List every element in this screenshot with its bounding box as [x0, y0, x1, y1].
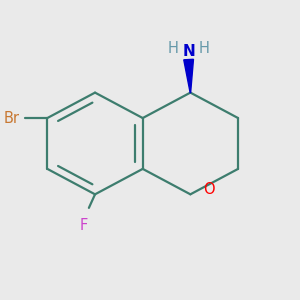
Text: Br: Br	[4, 110, 20, 125]
Text: N: N	[182, 44, 195, 59]
Text: H: H	[167, 41, 178, 56]
Text: O: O	[203, 182, 215, 197]
Text: F: F	[80, 218, 88, 233]
Text: H: H	[199, 41, 210, 56]
Polygon shape	[184, 59, 194, 93]
